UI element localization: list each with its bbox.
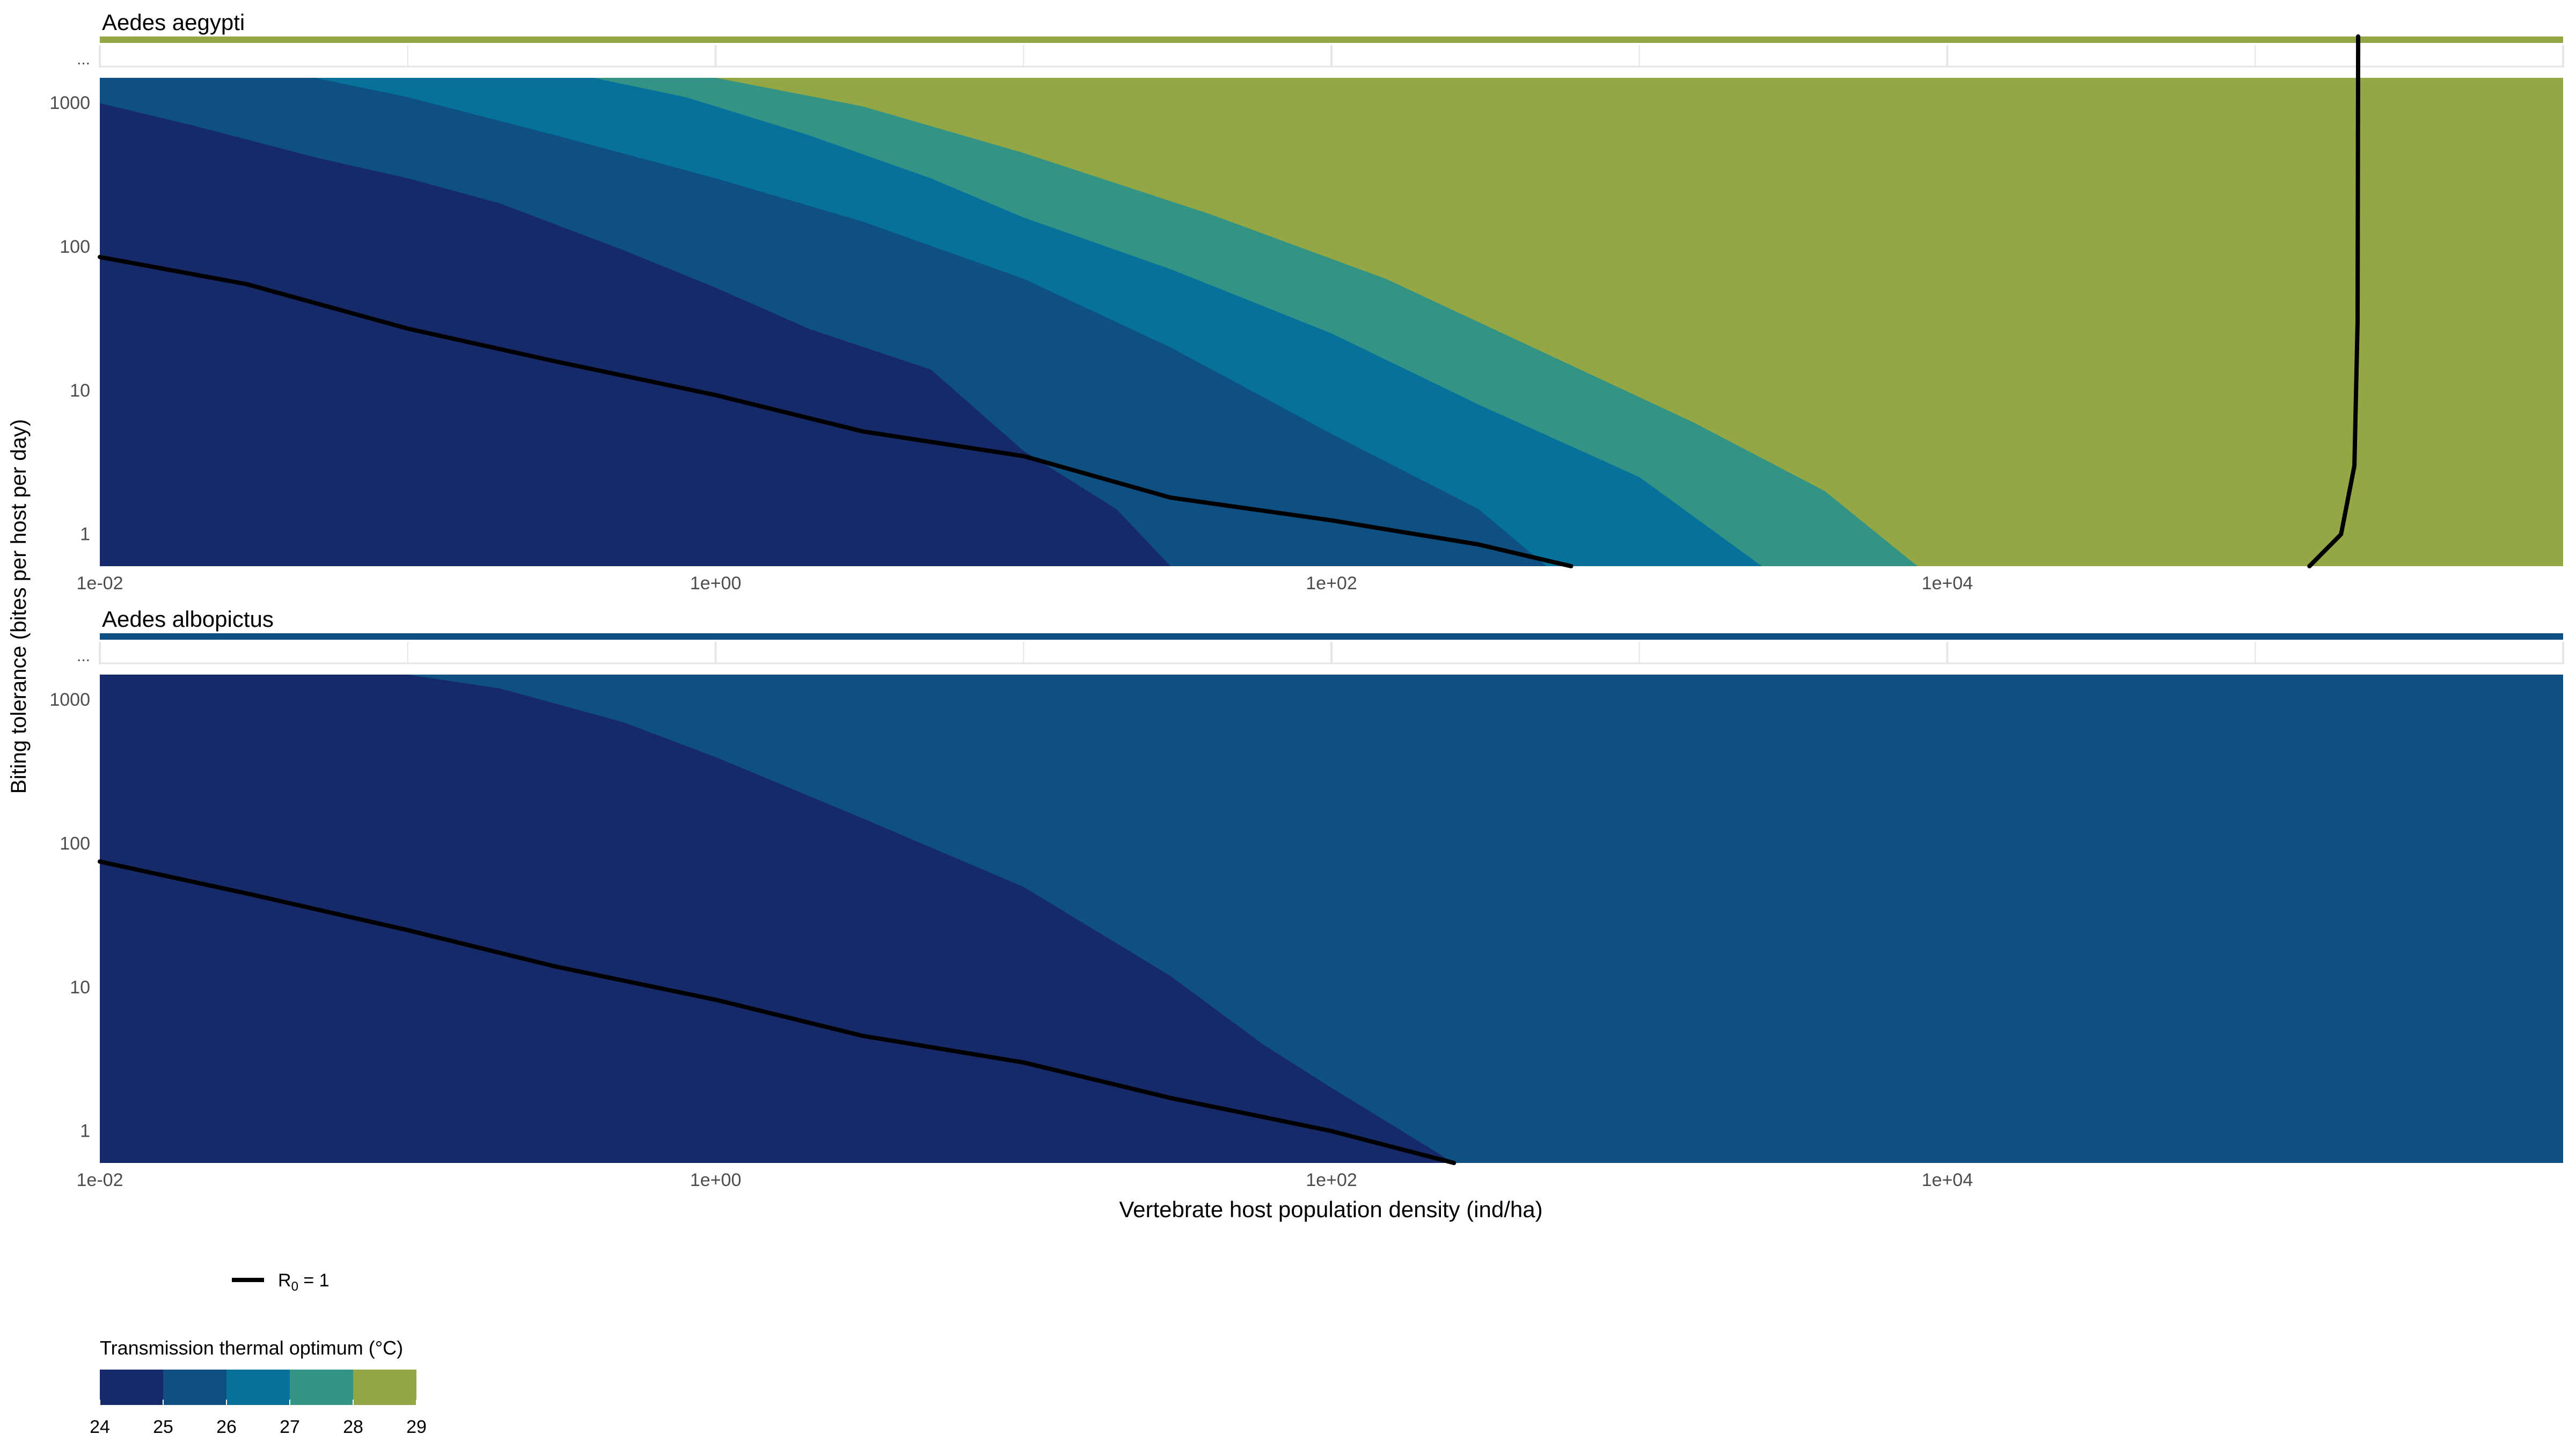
y-tick-label: 1000: [49, 690, 90, 710]
x-tick-label: 1e-02: [77, 573, 123, 594]
x-tick-label: 1e+00: [690, 573, 742, 594]
overflow-strip: [100, 36, 2563, 43]
overflow-strip: [100, 633, 2563, 640]
facet-panels: Aedes aegypti... 1 10 100 1000 1e-02 1e+00 1e+0…: [49, 10, 2564, 1190]
fill-legend-swatch: [353, 1370, 416, 1405]
x-tick-label: 1e+02: [1306, 1170, 1357, 1190]
y-tick-label: 10: [70, 977, 90, 998]
facet-title: Aedes aegypti: [102, 10, 245, 35]
fill-legend: Transmission thermal optimum (°C) 24 25 26…: [90, 1337, 427, 1437]
temperature-region: [407, 675, 2563, 1163]
fill-legend-title: Transmission thermal optimum (°C): [100, 1337, 403, 1359]
r0-threshold-curve: [98, 859, 1457, 1165]
x-axis-label: Vertebrate host population density (ind/…: [1119, 1197, 1542, 1222]
line-legend: R0 = 1: [232, 1270, 330, 1294]
y-tick-label: 1: [80, 1121, 90, 1141]
r0-legend-label: R0 = 1: [278, 1270, 330, 1294]
y-tick-label: 1: [80, 524, 90, 545]
fill-legend-swatch: [100, 1370, 163, 1405]
y-tick-label: 10: [70, 380, 90, 401]
overflow-tick-label: ...: [77, 50, 90, 68]
y-tick-label: 1000: [49, 93, 90, 113]
temperature-region: [715, 78, 2563, 566]
fill-legend-break-label: 28: [343, 1417, 363, 1437]
fill-legend-break-label: 25: [153, 1417, 173, 1437]
fill-legend-break-label: 24: [90, 1417, 110, 1437]
x-tick-label: 1e+02: [1306, 573, 1357, 594]
x-tick-label: 1e+00: [690, 1170, 742, 1190]
x-tick-label: 1e+04: [1922, 1170, 1973, 1190]
x-tick-label: 1e+04: [1922, 573, 1973, 594]
y-tick-label: 100: [60, 237, 90, 257]
r0-threshold-curve: [98, 254, 1574, 568]
fill-legend-swatch: [226, 1370, 290, 1405]
r0-legend-subscript: 0: [291, 1279, 298, 1294]
fill-legend-swatch: [163, 1370, 226, 1405]
r0-legend-rest: = 1: [298, 1270, 330, 1291]
overflow-tick-label: ...: [77, 647, 90, 665]
fill-legend-swatch: [290, 1370, 353, 1405]
r0-legend-main: R: [278, 1270, 291, 1291]
facet-title: Aedes albopictus: [102, 606, 274, 632]
fill-legend-break-label: 26: [216, 1417, 237, 1437]
fill-legend-break-label: 27: [280, 1417, 300, 1437]
y-axis-label: Biting tolerance (bites per host per day…: [7, 419, 31, 794]
y-tick-label: 100: [60, 833, 90, 854]
x-tick-label: 1e-02: [77, 1170, 123, 1190]
r0-threshold-curve-vertical: [2307, 34, 2361, 568]
fill-legend-break-label: 29: [406, 1417, 427, 1437]
facet-panel: Aedes albopictus... 1 10 100 1000 1e-02 1e+00 1…: [49, 606, 2564, 1190]
facet-panel: Aedes aegypti... 1 10 100 1000 1e-02 1e+00 1e+0…: [49, 10, 2564, 594]
